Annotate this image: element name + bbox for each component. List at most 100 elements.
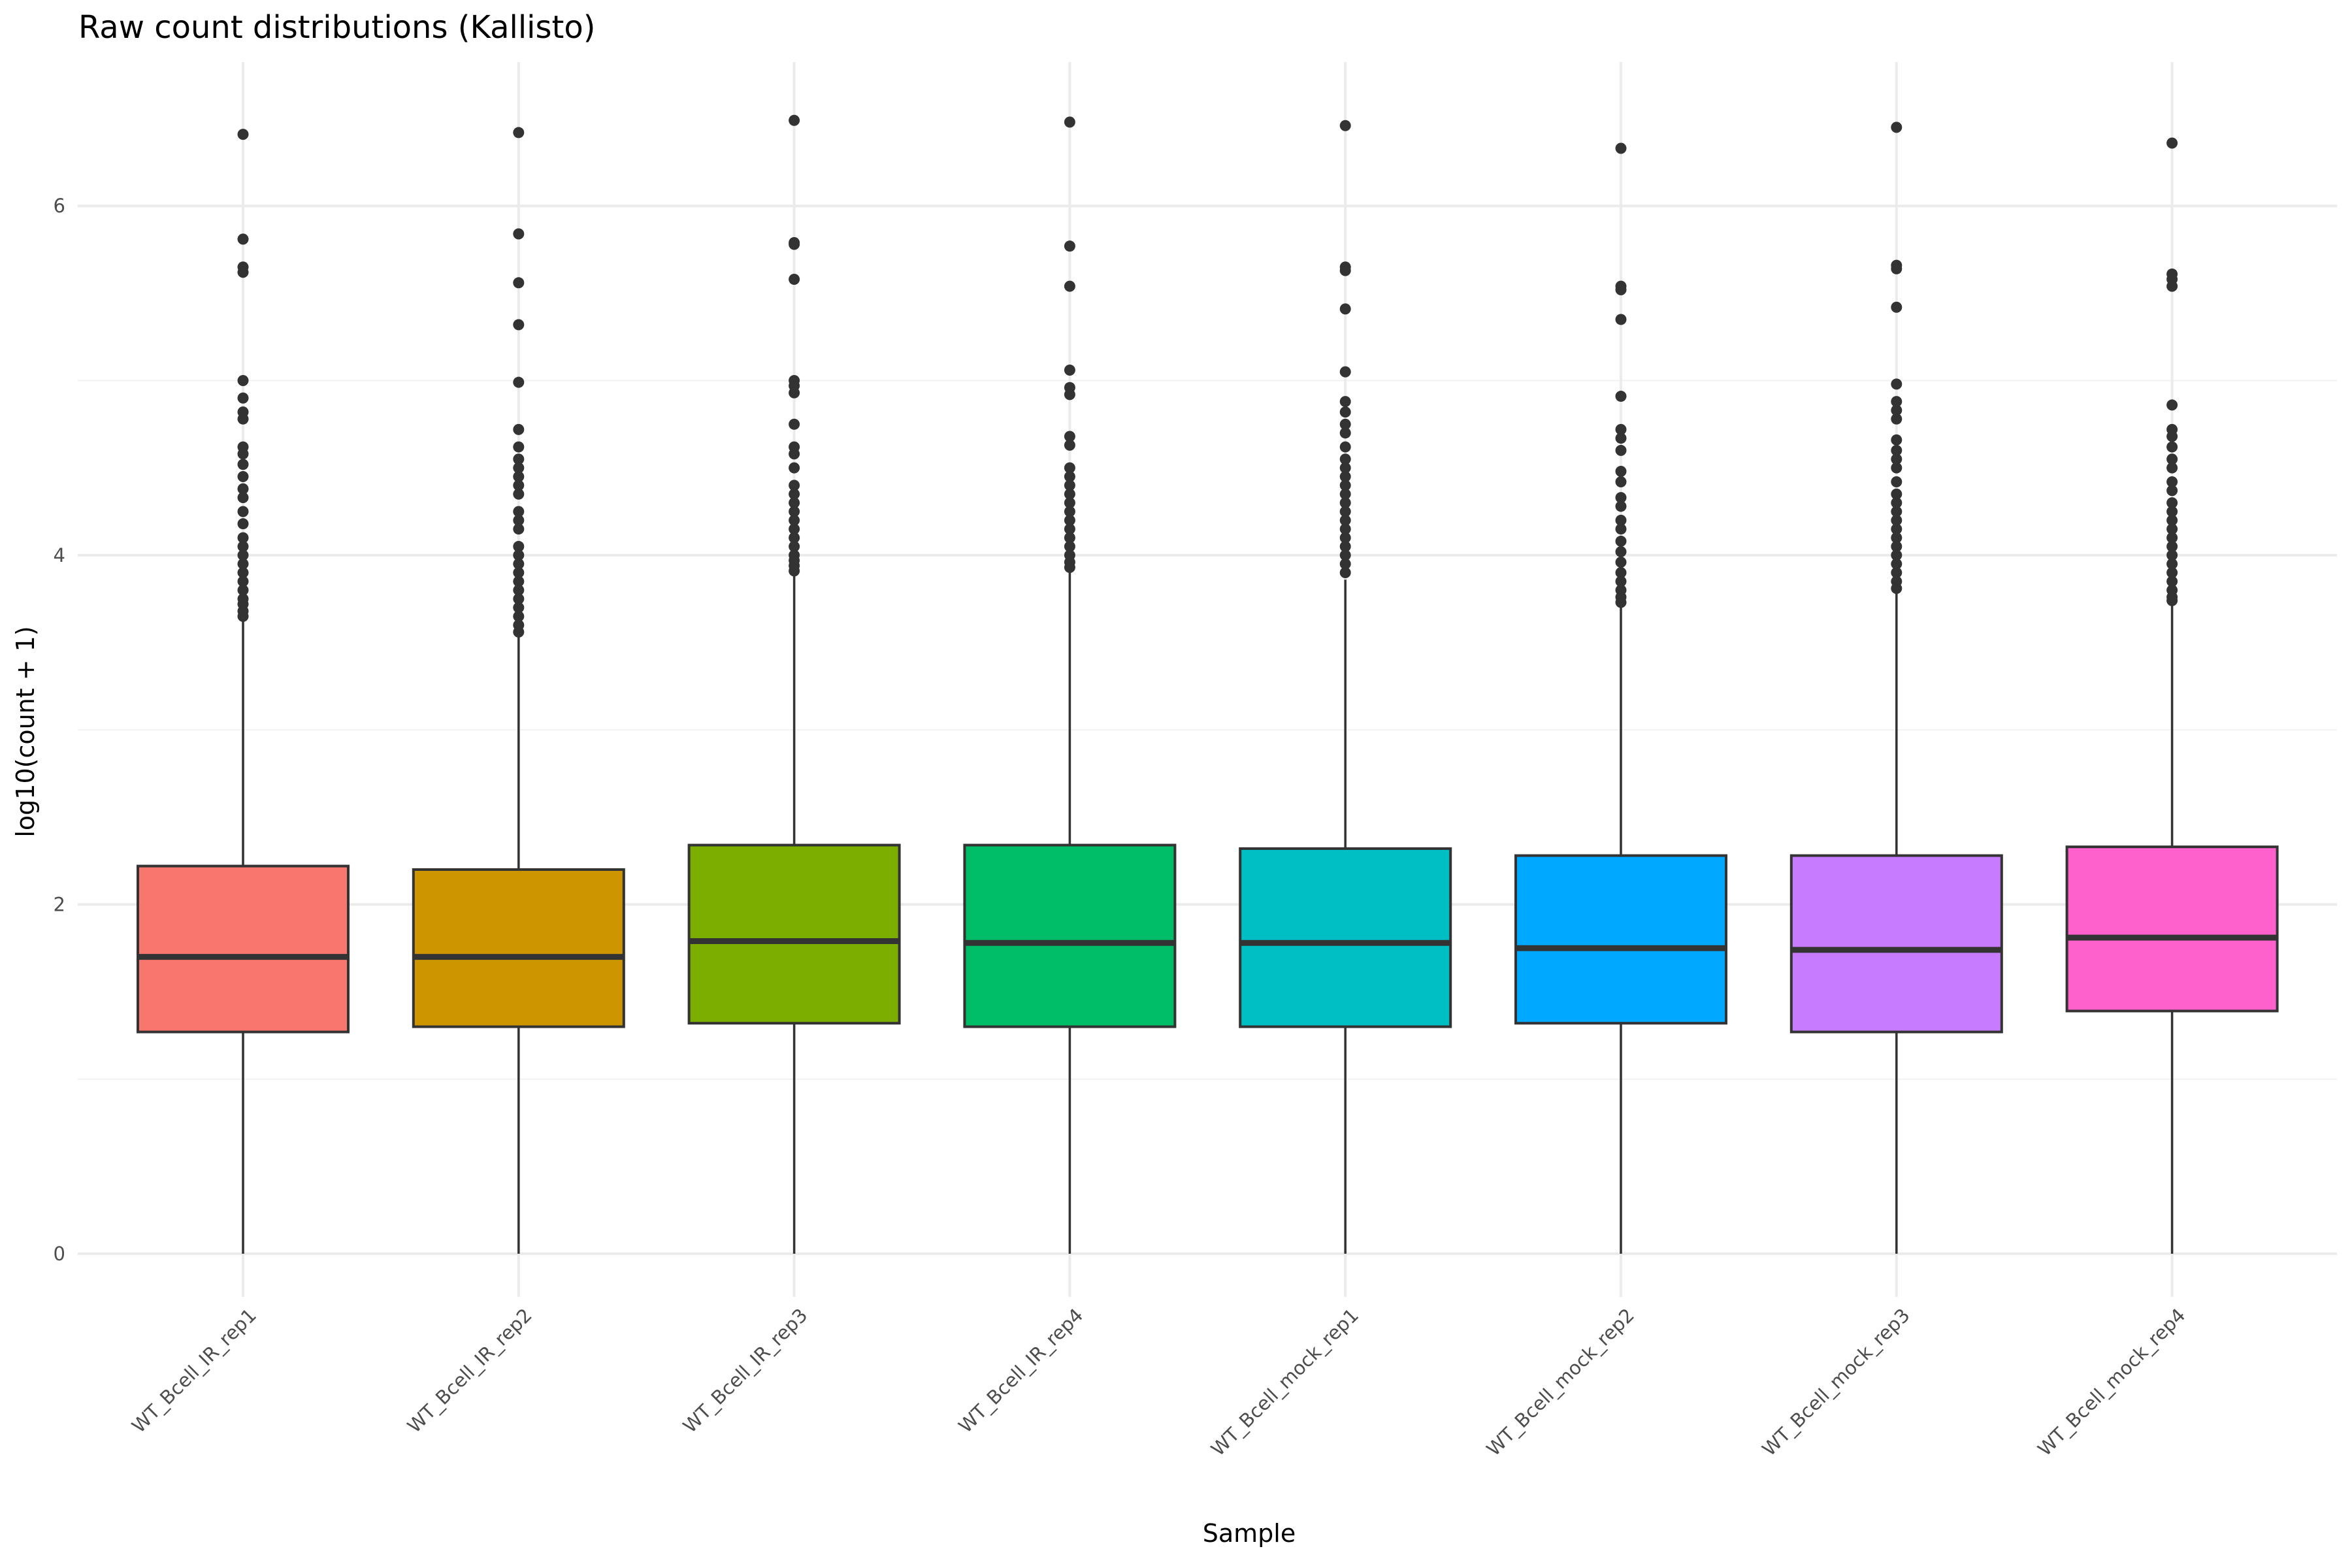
outlier-point [513,423,525,435]
outlier-point [1891,567,1903,579]
outlier-point [513,593,525,605]
x-tick-label: WT_Bcell_IR_rep2 [403,1304,536,1437]
outlier-point [513,277,525,289]
outlier-point [237,584,249,596]
outlier-point [1339,366,1351,378]
x-tick-label: WT_Bcell_IR_rep1 [127,1304,261,1437]
outlier-point [1339,540,1351,552]
outlier-point [1891,558,1903,570]
outlier-point [2166,497,2178,509]
box-WT_Bcell_IR_rep3 [687,114,901,1254]
outlier-point [237,413,249,425]
outlier-point [1339,427,1351,439]
outlier-point [1064,280,1075,292]
outlier-point [1615,535,1627,547]
outlier-point [789,448,800,460]
outlier-point [237,567,249,579]
outlier-point [237,540,249,552]
iqr-box [1789,854,2003,1034]
outlier-point [1615,500,1627,512]
box-WT_Bcell_mock_rep4 [2065,137,2279,1254]
outlier-point [2166,462,2178,474]
iqr-box [137,864,350,1034]
outlier-point [513,506,525,517]
outlier-point [1891,301,1903,313]
outlier-point [1615,284,1627,296]
outlier-point [1615,476,1627,488]
x-tick-label: WT_Bcell_mock_rep2 [1482,1304,1639,1460]
outlier-point [2166,576,2178,587]
outlier-point [513,567,525,579]
outlier-point [1339,558,1351,570]
outlier-point [2166,280,2178,292]
iqr-box [687,843,901,1025]
box-WT_Bcell_IR_rep4 [963,116,1177,1254]
outlier-point [1064,506,1075,517]
outlier-point [1064,540,1075,552]
outlier-point [1339,471,1351,483]
outlier-point [1891,434,1903,446]
outlier-point [1339,523,1351,535]
outlier-point [2166,399,2178,411]
outlier-point [1615,444,1627,456]
outlier-point [513,228,525,240]
outlier-point [1064,116,1075,128]
outlier-point [237,483,249,495]
outlier-point [513,558,525,570]
outlier-point [2166,485,2178,497]
outlier-point [1891,497,1903,509]
outlier-point [237,506,249,517]
outlier-point [237,129,249,140]
outlier-point [2166,476,2178,488]
outlier-point [1339,567,1351,579]
outlier-point [1064,497,1075,509]
outlier-point [513,584,525,596]
outlier-point [2166,514,2178,526]
outlier-point [1615,576,1627,587]
outlier-point [1615,465,1627,477]
outlier-point [2166,567,2178,579]
x-tick-label: WT_Bcell_IR_rep4 [954,1304,1087,1437]
outlier-point [513,514,525,526]
outlier-point [1891,462,1903,474]
outlier-point [789,506,800,517]
outlier-point [1615,514,1627,526]
outlier-point [237,492,249,504]
outlier-point [2166,453,2178,465]
outlier-point [513,462,525,474]
outlier-point [2166,506,2178,517]
outlier-point [1339,462,1351,474]
outlier-point [789,488,800,500]
box-WT_Bcell_mock_rep3 [1789,122,2003,1254]
outlier-point [2166,523,2178,535]
outlier-point [2166,549,2178,561]
box-WT_Bcell_mock_rep1 [1239,120,1452,1254]
outlier-point [1615,314,1627,325]
outlier-point [1339,549,1351,561]
outlier-point [513,376,525,388]
outlier-point [237,518,249,530]
outlier-point [513,471,525,483]
outlier-point [1339,441,1351,453]
y-axis-title: log10(count + 1) [11,626,40,837]
outlier-point [1339,532,1351,544]
outlier-point [513,453,525,465]
x-axis-title: Sample [1203,1519,1296,1548]
outlier-point [1064,389,1075,400]
outlier-point [237,576,249,587]
box-WT_Bcell_IR_rep2 [412,127,625,1254]
outlier-point [1891,444,1903,456]
outlier-point [237,471,249,483]
outlier-point [1339,506,1351,517]
outlier-point [1891,549,1903,561]
outlier-point [1064,364,1075,376]
outlier-point [789,532,800,544]
outlier-point [237,375,249,386]
x-axis-ticks: WT_Bcell_IR_rep1 WT_Bcell_IR_rep2 WT_Bcell… [127,1304,2190,1460]
outlier-point [1064,532,1075,544]
outlier-point [1339,396,1351,408]
outlier-point [513,441,525,453]
outlier-point [1891,488,1903,500]
outlier-point [1891,523,1903,535]
outlier-point [1615,492,1627,504]
